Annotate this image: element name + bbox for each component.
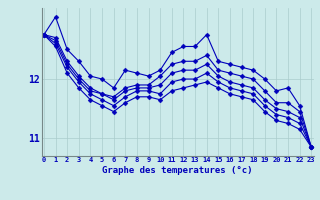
- X-axis label: Graphe des temperatures (°c): Graphe des temperatures (°c): [102, 166, 253, 175]
